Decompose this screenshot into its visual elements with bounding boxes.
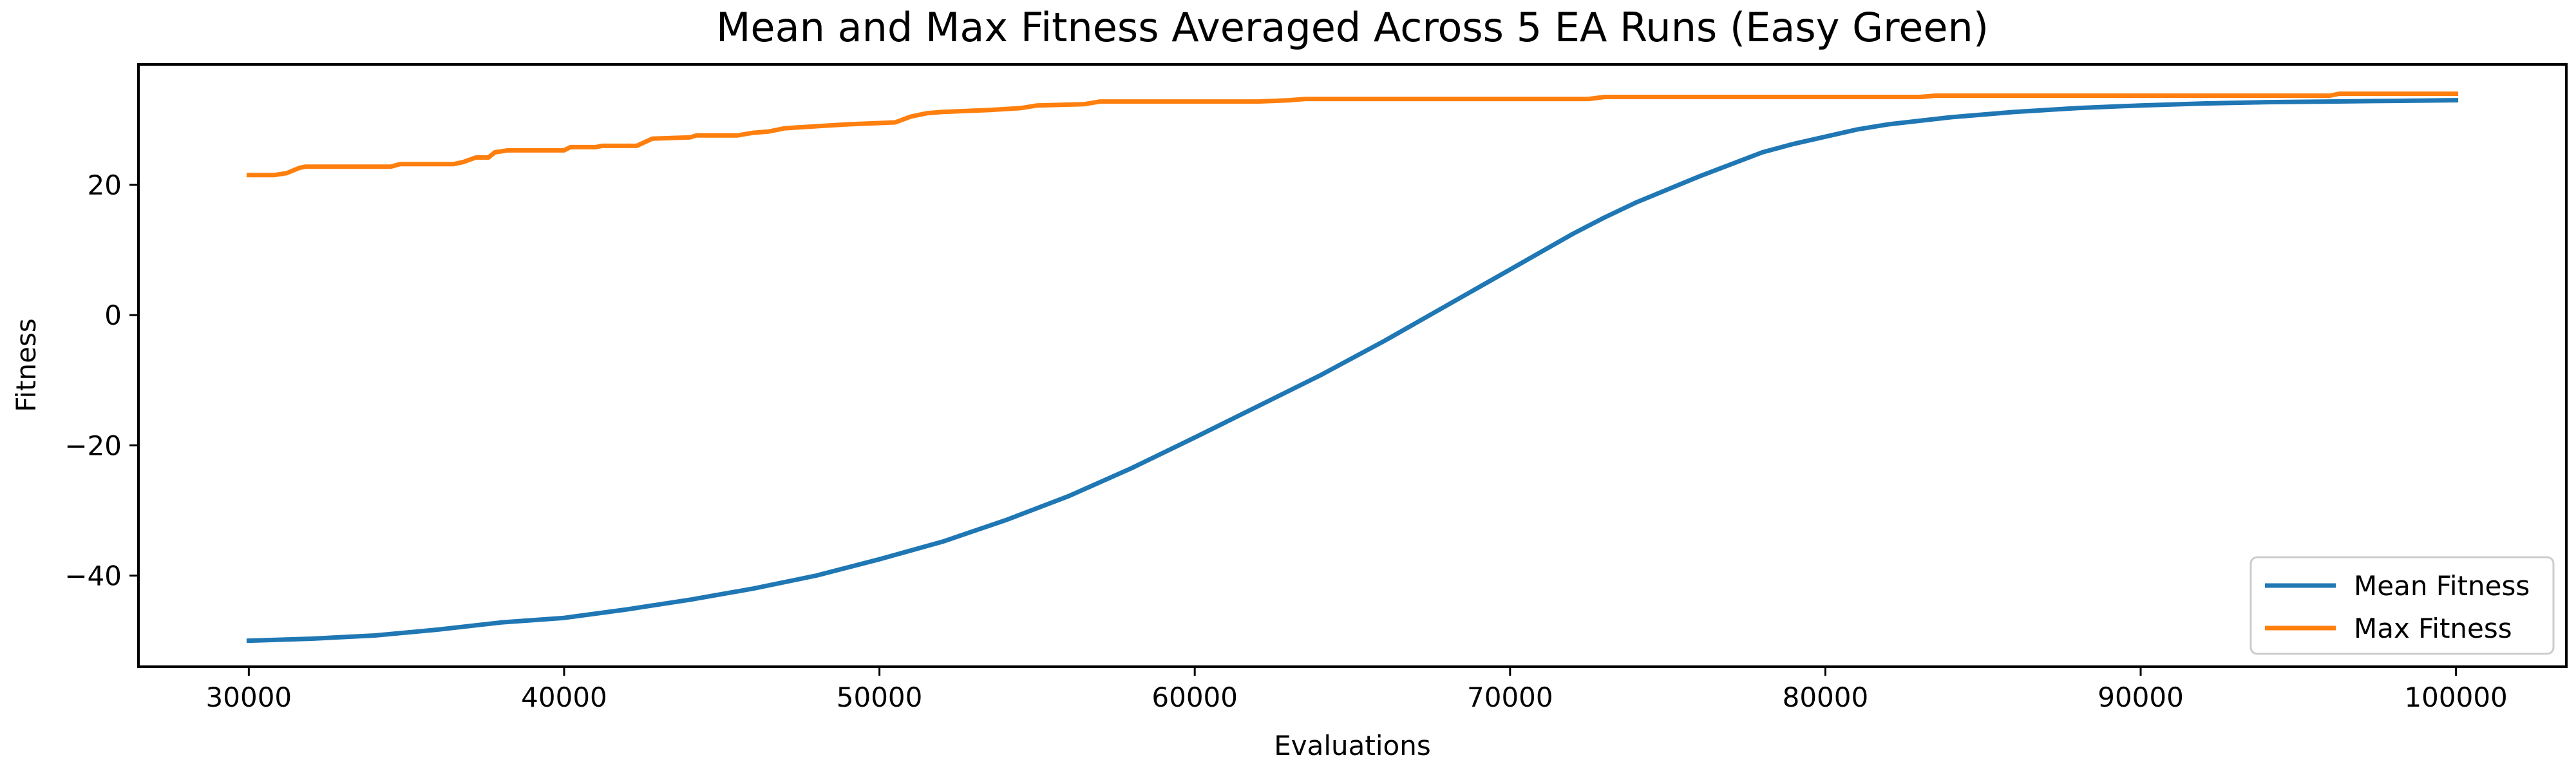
x-tick-label: 90000 bbox=[2098, 682, 2184, 713]
x-tick-label: 50000 bbox=[837, 682, 923, 713]
x-tick-label: 100000 bbox=[2404, 682, 2507, 713]
y-tick-label: 20 bbox=[88, 169, 122, 201]
plot-area bbox=[246, 91, 2459, 644]
legend-label: Max Fitness bbox=[2354, 613, 2512, 644]
x-tick-label: 40000 bbox=[521, 682, 607, 713]
x-axis: 30000 40000 50000 60000 70000 80000 90000 10000… bbox=[206, 667, 2508, 713]
y-tick-label: 0 bbox=[104, 300, 122, 331]
y-axis: −40 −20 0 20 bbox=[64, 169, 138, 591]
series-line-mean-fitness bbox=[246, 98, 2459, 644]
x-tick-label: 80000 bbox=[1783, 682, 1869, 713]
plot-frame bbox=[137, 63, 2568, 668]
x-axis-label: Evaluations bbox=[1274, 730, 1431, 761]
legend: Mean Fitness Max Fitness bbox=[2249, 556, 2555, 655]
x-tick-label: 60000 bbox=[1151, 682, 1238, 713]
chart-title: Mean and Max Fitness Averaged Across 5 E… bbox=[716, 4, 1989, 51]
y-tick-label: −20 bbox=[64, 430, 122, 461]
legend-label: Mean Fitness bbox=[2354, 570, 2530, 602]
y-axis-label: Fitness bbox=[10, 318, 42, 412]
y-tick-label: −40 bbox=[64, 560, 122, 591]
x-tick-label: 30000 bbox=[206, 682, 292, 713]
x-tick-label: 70000 bbox=[1467, 682, 1553, 713]
series-line-max-fitness bbox=[246, 91, 2459, 178]
